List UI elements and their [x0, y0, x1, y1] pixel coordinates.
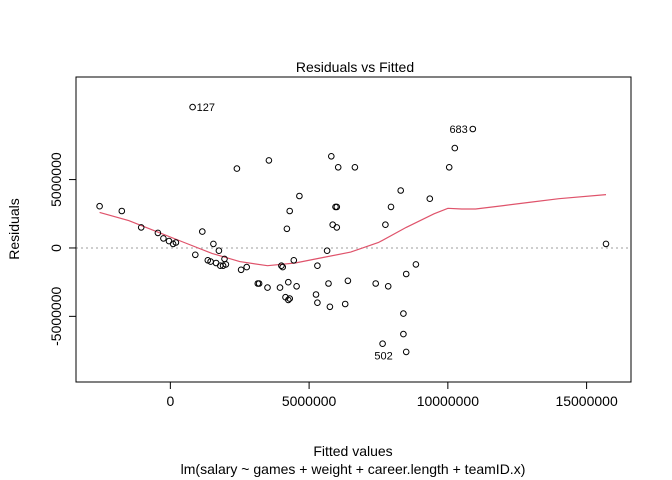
residual-point-23: [243, 263, 250, 271]
residual-point-47: [329, 221, 337, 228]
residual-point-14: [210, 240, 217, 248]
residual-point-4: [154, 229, 162, 237]
residual-point-69: [469, 125, 477, 133]
residual-point-29: [278, 262, 285, 270]
residual-point-56: [379, 340, 386, 348]
residual-point-20: [222, 261, 230, 268]
y-axis: -5000000 0 5000000: [48, 152, 77, 346]
residual-point-46: [328, 153, 335, 160]
y-axis-label: Residuals: [6, 198, 22, 259]
residual-point-1: [96, 202, 103, 210]
point-labels-layer: 127 683 502: [197, 102, 468, 363]
residual-point-8: [172, 239, 180, 246]
residual-point-39: [285, 278, 292, 286]
residual-point-44: [325, 280, 332, 287]
residual-point-38: [296, 192, 303, 200]
residual-point-70: [602, 240, 610, 248]
residual-point-67: [445, 164, 453, 171]
residual-point-59: [387, 203, 395, 211]
model-formula-subtitle: lm(salary ~ games + weight + career.leng…: [181, 461, 526, 477]
residual-point-25: [255, 280, 263, 287]
residual-point-11: [199, 228, 206, 235]
residual-point-61: [400, 310, 407, 317]
x-axis: 0 5000000 10000000 15000000: [166, 381, 618, 409]
residual-point-5: [160, 235, 167, 242]
plot-box: [75, 76, 632, 383]
y-tick-label-1: 0: [48, 244, 64, 252]
residual-point-35: [286, 207, 294, 215]
residual-point-55: [372, 280, 380, 287]
residual-point-66: [426, 195, 434, 202]
residual-point-45: [326, 303, 334, 311]
residual-point-40: [314, 299, 321, 307]
residual-point-9: [189, 103, 196, 111]
residual-point-52: [341, 300, 349, 308]
residual-point-53: [344, 277, 352, 285]
residual-point-28: [276, 284, 284, 291]
chart-title: Residuals vs Fitted: [296, 59, 414, 75]
residual-point-6: [165, 237, 173, 245]
residual-point-30: [279, 263, 287, 271]
point-label-683: 683: [449, 124, 467, 136]
x-tick-label-3: 15000000: [555, 393, 618, 409]
residual-point-64: [402, 270, 410, 278]
residual-point-10: [192, 251, 199, 259]
residual-point-65: [412, 261, 420, 268]
y-tick-label-2: 5000000: [48, 152, 64, 207]
x-tick-label-1: 5000000: [282, 393, 337, 409]
residual-point-57: [382, 221, 389, 228]
residual-point-27: [264, 284, 271, 291]
residual-point-2: [118, 207, 126, 215]
residual-point-41: [312, 291, 320, 298]
smooth-trend-line: [99, 194, 607, 267]
residual-point-21: [233, 165, 241, 172]
point-label-502: 502: [374, 351, 392, 363]
residual-point-68: [451, 144, 459, 152]
residual-point-3: [137, 224, 145, 231]
residual-point-26: [265, 157, 273, 164]
residual-point-22: [237, 266, 245, 274]
residual-point-54: [351, 164, 359, 171]
point-label-127: 127: [197, 102, 215, 114]
residual-point-43: [323, 247, 331, 254]
x-tick-label-2: 10000000: [417, 393, 480, 409]
residual-point-33: [286, 295, 294, 302]
residual-point-51: [334, 164, 342, 171]
residual-point-37: [293, 283, 300, 290]
residual-point-49: [333, 203, 341, 211]
residual-point-50: [333, 224, 341, 231]
x-tick-label-0: 0: [166, 393, 174, 409]
x-axis-label: Fitted values: [313, 443, 392, 459]
residual-point-58: [384, 283, 392, 290]
residual-point-16: [215, 247, 223, 254]
residual-point-62: [400, 330, 407, 338]
y-tick-label-0: -5000000: [48, 287, 64, 346]
residual-point-63: [402, 348, 410, 356]
residual-point-32: [285, 296, 292, 304]
residual-point-60: [397, 187, 405, 194]
residual-point-36: [290, 257, 298, 264]
residual-point-42: [314, 262, 321, 270]
residual-point-34: [283, 225, 291, 233]
points-layer: [96, 103, 610, 356]
smooth-layer: [99, 194, 607, 267]
